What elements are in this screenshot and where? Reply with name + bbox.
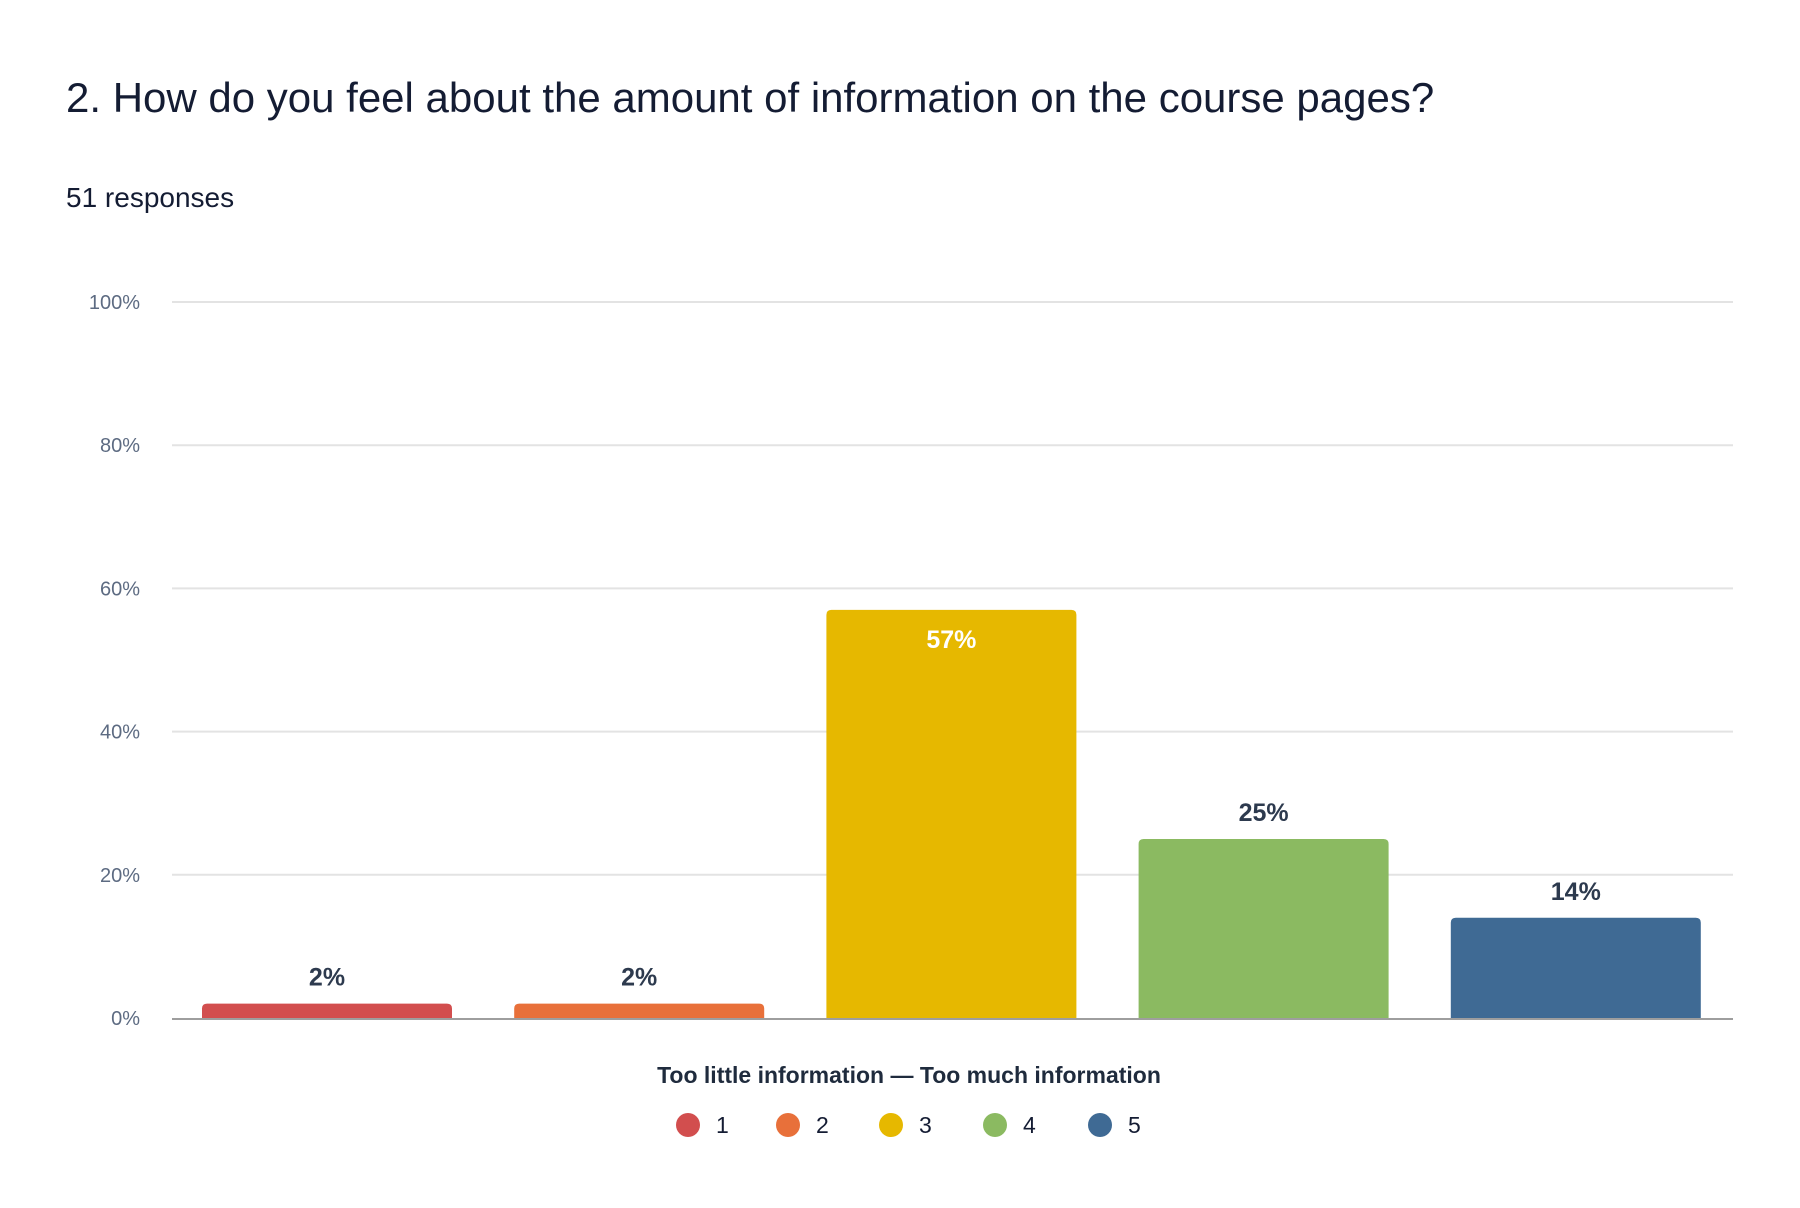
- legend-dot-5: [1088, 1113, 1112, 1137]
- data-label: 2%: [621, 964, 657, 992]
- y-tick-label: 100%: [89, 292, 140, 314]
- legend-dot-1: [676, 1113, 700, 1137]
- y-tick-label: 60%: [100, 578, 140, 600]
- y-tick-label: 80%: [100, 435, 140, 457]
- legend-dot-4: [983, 1113, 1007, 1137]
- legend-dot-2: [776, 1113, 800, 1137]
- data-label: 25%: [1239, 799, 1289, 827]
- y-tick-label: 20%: [100, 865, 140, 887]
- data-label: 2%: [309, 964, 345, 992]
- question-title: 2. How do you feel about the amount of i…: [66, 74, 1435, 121]
- bar-4: [1138, 839, 1389, 1018]
- legend-label: 4: [1023, 1112, 1036, 1138]
- legend-dot-3: [879, 1113, 903, 1137]
- y-tick-label: 0%: [111, 1008, 140, 1030]
- bar-2: [514, 1003, 765, 1018]
- legend-label: 5: [1128, 1112, 1141, 1138]
- legend-label: 2: [816, 1112, 829, 1138]
- x-axis-title: Too little information — Too much inform…: [657, 1062, 1161, 1088]
- legend-label: 3: [919, 1112, 932, 1138]
- legend-label: 1: [716, 1112, 729, 1138]
- data-label: 57%: [926, 626, 976, 654]
- bar-1: [202, 1003, 452, 1018]
- data-label: 14%: [1551, 878, 1601, 906]
- bar-3: [826, 609, 1077, 1018]
- bar-5: [1450, 917, 1701, 1018]
- y-tick-label: 40%: [100, 722, 140, 744]
- responses-count: 51 responses: [66, 182, 235, 213]
